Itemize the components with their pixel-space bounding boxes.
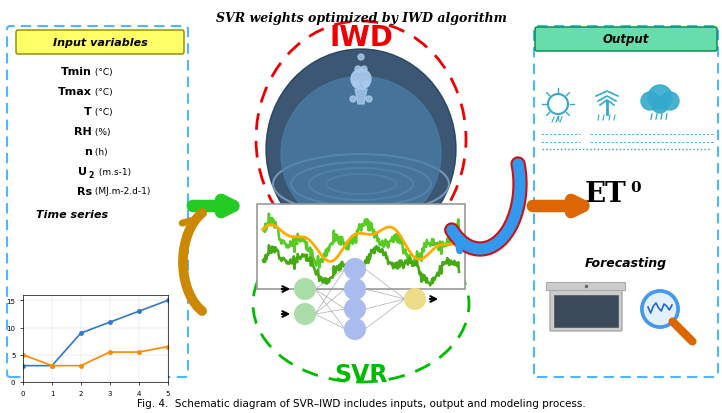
Text: SVR: SVR: [334, 362, 388, 386]
Text: Tmax: Tmax: [58, 87, 92, 97]
Text: Output: Output: [603, 33, 649, 46]
Circle shape: [648, 86, 672, 110]
Circle shape: [641, 93, 659, 111]
Text: (°C): (°C): [92, 87, 113, 96]
FancyBboxPatch shape: [534, 27, 718, 377]
FancyBboxPatch shape: [554, 295, 618, 327]
Text: Tmin: Tmin: [61, 67, 92, 77]
Ellipse shape: [266, 50, 456, 249]
Text: (°C): (°C): [92, 107, 113, 116]
Text: (%): (%): [92, 127, 110, 136]
Text: Time series: Time series: [36, 209, 108, 219]
Text: RH: RH: [74, 127, 92, 137]
Text: 0: 0: [630, 180, 640, 195]
Text: SVR weights optimized by IWD algorithm: SVR weights optimized by IWD algorithm: [216, 12, 506, 24]
Circle shape: [295, 279, 315, 299]
FancyBboxPatch shape: [7, 27, 188, 377]
Circle shape: [353, 82, 359, 88]
Text: U: U: [78, 166, 87, 177]
FancyBboxPatch shape: [16, 31, 184, 55]
Circle shape: [661, 93, 679, 111]
Circle shape: [361, 67, 367, 73]
Circle shape: [345, 319, 365, 339]
Circle shape: [345, 279, 365, 299]
Text: Fig. 4.  Schematic diagram of SVR–IWD includes inputs, output and modeling proce: Fig. 4. Schematic diagram of SVR–IWD inc…: [136, 398, 586, 408]
Circle shape: [345, 259, 365, 279]
Circle shape: [295, 304, 315, 324]
Circle shape: [351, 70, 371, 90]
Ellipse shape: [281, 77, 441, 232]
Circle shape: [358, 55, 364, 61]
Text: Rs: Rs: [77, 187, 92, 197]
Text: Input variables: Input variables: [53, 38, 147, 48]
FancyBboxPatch shape: [547, 283, 625, 291]
Circle shape: [350, 97, 356, 103]
Circle shape: [363, 82, 369, 88]
Text: n: n: [84, 147, 92, 157]
FancyBboxPatch shape: [535, 28, 717, 52]
Text: (MJ.m-2.d-1): (MJ.m-2.d-1): [92, 187, 150, 196]
Circle shape: [366, 97, 372, 103]
Text: IWD: IWD: [329, 24, 393, 52]
Polygon shape: [355, 90, 367, 105]
Circle shape: [405, 289, 425, 309]
Circle shape: [642, 291, 678, 327]
Circle shape: [652, 98, 668, 114]
FancyBboxPatch shape: [550, 289, 622, 331]
Text: Forecasting: Forecasting: [585, 256, 667, 269]
Text: ET: ET: [584, 181, 626, 208]
Circle shape: [345, 299, 365, 319]
FancyBboxPatch shape: [257, 204, 465, 289]
Text: 2: 2: [88, 170, 93, 179]
Text: (m.s-1): (m.s-1): [96, 167, 131, 176]
Text: T: T: [84, 107, 92, 117]
Text: (h): (h): [92, 147, 108, 156]
Text: (°C): (°C): [92, 67, 113, 76]
Circle shape: [355, 67, 361, 73]
